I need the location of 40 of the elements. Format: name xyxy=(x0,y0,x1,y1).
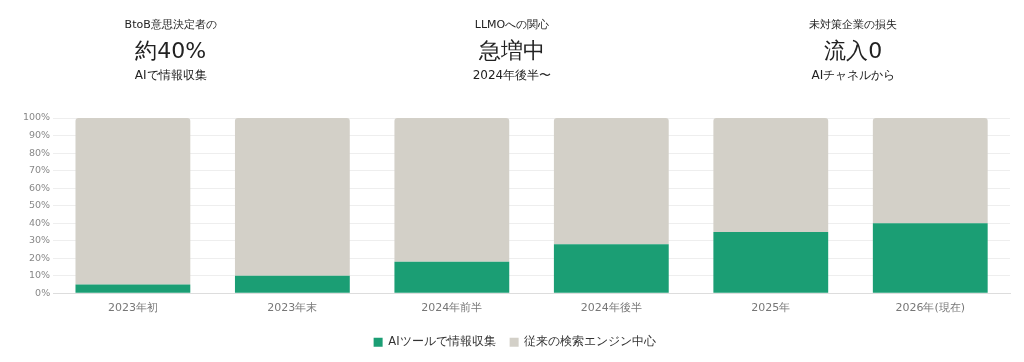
y-tick-label: 60% xyxy=(29,181,51,193)
bar xyxy=(75,284,191,293)
text: BtoB意思決定者の xyxy=(123,18,218,32)
text: 急増中 xyxy=(478,37,546,65)
x-tick-label: 2025年 xyxy=(751,300,791,314)
y-tick-label: 100% xyxy=(22,111,51,123)
y-tick-label: 40% xyxy=(29,216,51,228)
y-tick-label: 20% xyxy=(29,251,51,263)
y-tick-label: 30% xyxy=(29,234,51,246)
bar xyxy=(713,231,829,293)
y-tick-label: 90% xyxy=(29,129,51,140)
x-tick-label: 2023年末 xyxy=(267,300,318,314)
text: 未対策企業の損失 xyxy=(808,18,899,32)
bar xyxy=(713,118,829,232)
x-tick-label: 2026年(現在) xyxy=(895,300,966,314)
bar xyxy=(394,118,510,262)
text: 2024年後半〜 xyxy=(471,68,553,83)
x-tick-label: 2024年前半 xyxy=(421,300,483,314)
text: 約40% xyxy=(134,37,208,65)
text: LLMOへの関心 xyxy=(473,18,551,32)
legend-label: AIツールで情報収集 xyxy=(388,334,496,349)
bar xyxy=(872,118,988,224)
bar xyxy=(553,244,669,293)
x-tick-label: 2024年後半 xyxy=(580,300,642,314)
text: 流入0 xyxy=(823,37,884,65)
bar xyxy=(75,118,191,285)
text: AIチャネルから xyxy=(810,68,897,83)
bar xyxy=(234,275,350,293)
y-tick-label: 80% xyxy=(29,146,51,158)
x-tick-label: 2023年初 xyxy=(107,300,158,314)
y-tick-label: 10% xyxy=(29,269,51,281)
text: AIで情報収集 xyxy=(133,68,208,83)
legend-label: 従来の検索エンジン中心 xyxy=(524,334,657,349)
y-tick-label: 70% xyxy=(29,164,51,176)
bar xyxy=(553,118,669,245)
bar xyxy=(234,118,350,276)
y-tick-label: 0% xyxy=(35,286,51,298)
bar xyxy=(394,261,510,293)
bar xyxy=(872,223,988,293)
y-tick-label: 50% xyxy=(29,199,51,211)
